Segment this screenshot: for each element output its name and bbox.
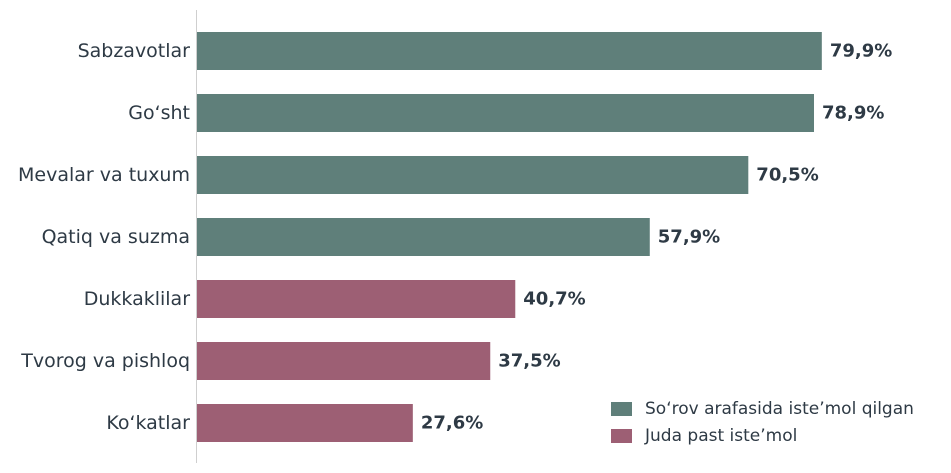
category-label-3: Qatiq va suzma: [42, 226, 190, 248]
category-label-4: Dukkaklilar: [84, 288, 190, 310]
category-label-0: Sabzavotlar: [78, 40, 191, 62]
value-label-3: 57,9%: [658, 227, 720, 248]
bar-6: [197, 404, 413, 442]
category-label-6: Ko‘katlar: [106, 412, 190, 434]
bar-3: [197, 218, 650, 256]
bar-5: [197, 342, 491, 380]
legend: So‘rov arafasida iste’mol qilgan Juda pas…: [611, 399, 914, 446]
bar-4: [197, 280, 516, 318]
bars-group: [197, 32, 822, 442]
value-label-1: 78,9%: [822, 103, 884, 124]
legend-label-low: Juda past iste’mol: [644, 426, 797, 446]
legend-swatch-high: [611, 402, 632, 416]
legend-swatch-low: [611, 429, 632, 443]
value-labels: 79,9% 78,9% 70,5% 57,9% 40,7% 37,5% 27,6%: [421, 41, 892, 434]
value-label-6: 27,6%: [421, 413, 483, 434]
category-label-5: Tvorog va pishloq: [20, 350, 190, 372]
bar-2: [197, 156, 749, 194]
bar-1: [197, 94, 814, 132]
value-label-0: 79,9%: [830, 41, 892, 62]
category-labels: Sabzavotlar Go‘sht Mevalar va tuxum Qatiq v…: [18, 40, 190, 434]
category-label-2: Mevalar va tuxum: [18, 164, 190, 186]
bar-0: [197, 32, 822, 70]
legend-label-high: So‘rov arafasida iste’mol qilgan: [645, 399, 914, 419]
value-label-5: 37,5%: [498, 351, 560, 372]
value-label-4: 40,7%: [523, 289, 585, 310]
category-label-1: Go‘sht: [128, 102, 190, 124]
value-label-2: 70,5%: [756, 165, 818, 186]
